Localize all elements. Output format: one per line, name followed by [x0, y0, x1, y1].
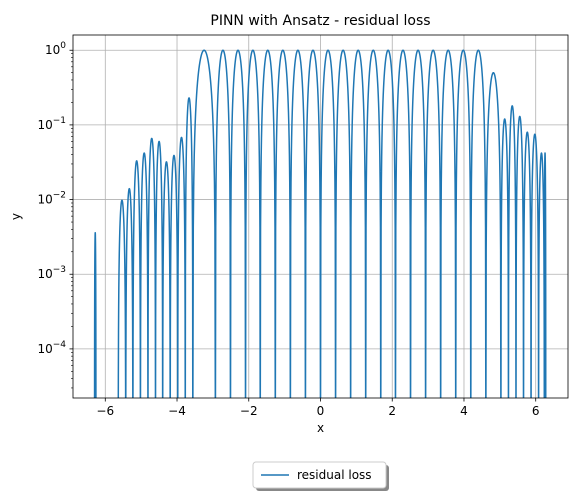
y-tick-label-exponent: 0	[60, 41, 66, 51]
y-tick-label-base: 10	[45, 43, 60, 57]
x-tick-label: 2	[388, 404, 396, 418]
x-tick-label: −2	[240, 404, 258, 418]
y-tick-label-base: 10	[37, 342, 52, 356]
y-tick-label-base: 10	[37, 118, 52, 132]
y-tick-label-base: 10	[37, 193, 52, 207]
x-tick-label: −6	[96, 404, 114, 418]
x-axis-label: x	[317, 421, 324, 435]
x-tick-label: 0	[317, 404, 325, 418]
y-tick-label-exponent: −1	[53, 116, 66, 126]
x-tick-label: −4	[168, 404, 186, 418]
legend-label: residual loss	[297, 468, 372, 482]
legend: residual loss	[253, 462, 389, 491]
chart-title: PINN with Ansatz - residual loss	[210, 13, 430, 29]
x-tick-label: 4	[460, 404, 468, 418]
y-axis-label: y	[9, 213, 23, 220]
x-tick-label: 6	[532, 404, 540, 418]
y-tick-label-exponent: −2	[53, 191, 66, 201]
y-tick-label-base: 10	[37, 267, 52, 281]
y-tick-label-exponent: −4	[53, 340, 67, 350]
y-tick-label-exponent: −3	[53, 265, 66, 275]
